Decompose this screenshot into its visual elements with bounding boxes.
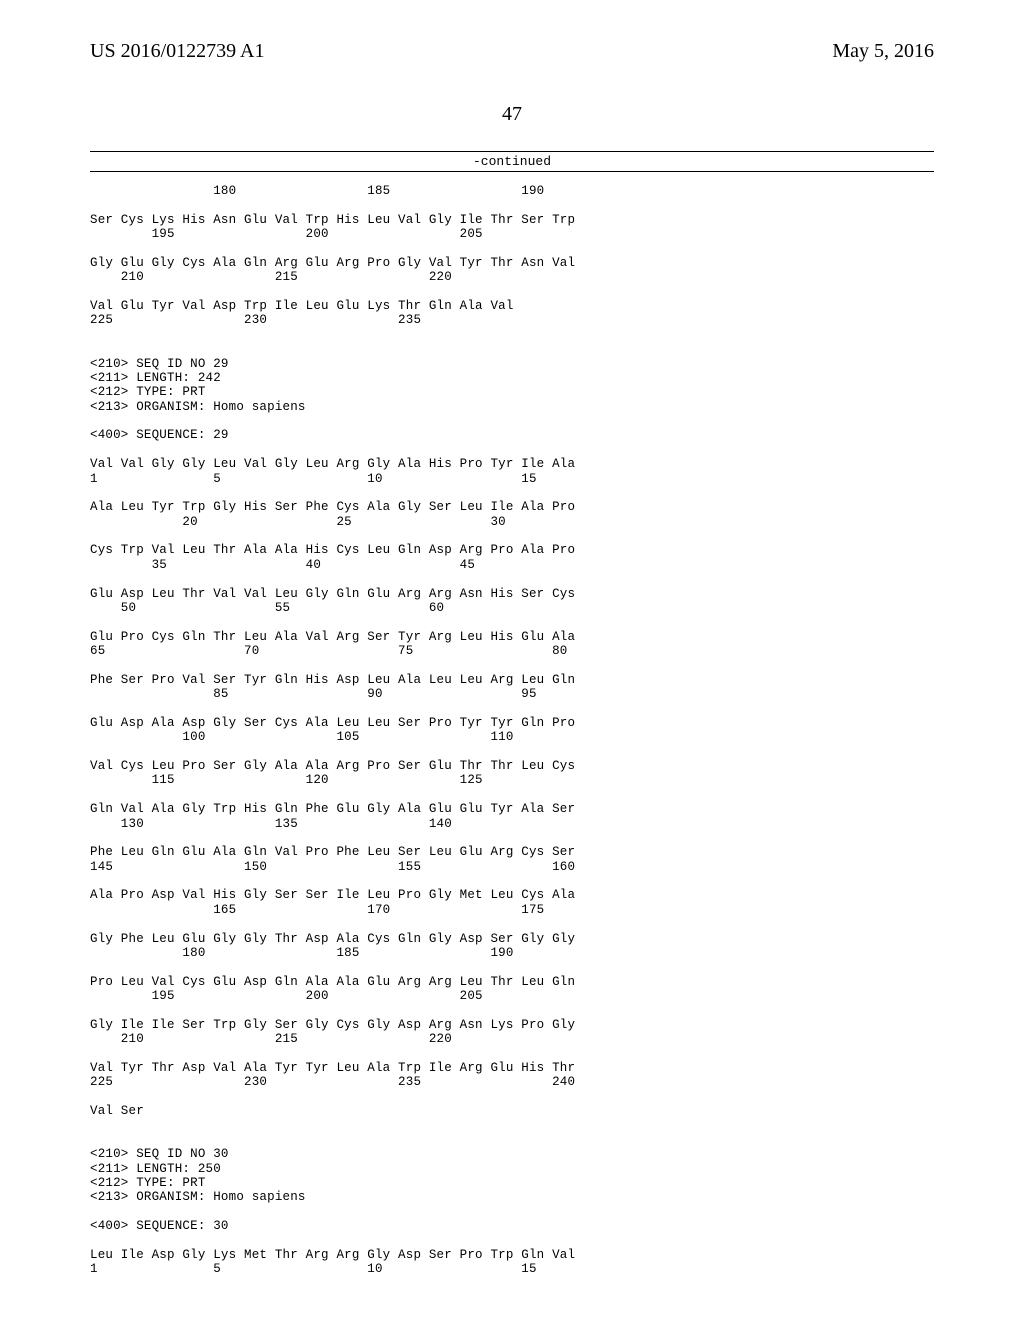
continued-rule: -continued — [90, 151, 934, 172]
page: US 2016/0122739 A1 May 5, 2016 47 -conti… — [0, 0, 1024, 1320]
pub-date: May 5, 2016 — [832, 40, 934, 63]
header: US 2016/0122739 A1 May 5, 2016 — [90, 40, 934, 63]
page-number: 47 — [90, 103, 934, 126]
continued-label: -continued — [90, 154, 934, 169]
pub-number: US 2016/0122739 A1 — [90, 40, 264, 63]
sequence-listing: 180 185 190 Ser Cys Lys His Asn Glu Val … — [90, 184, 934, 1277]
